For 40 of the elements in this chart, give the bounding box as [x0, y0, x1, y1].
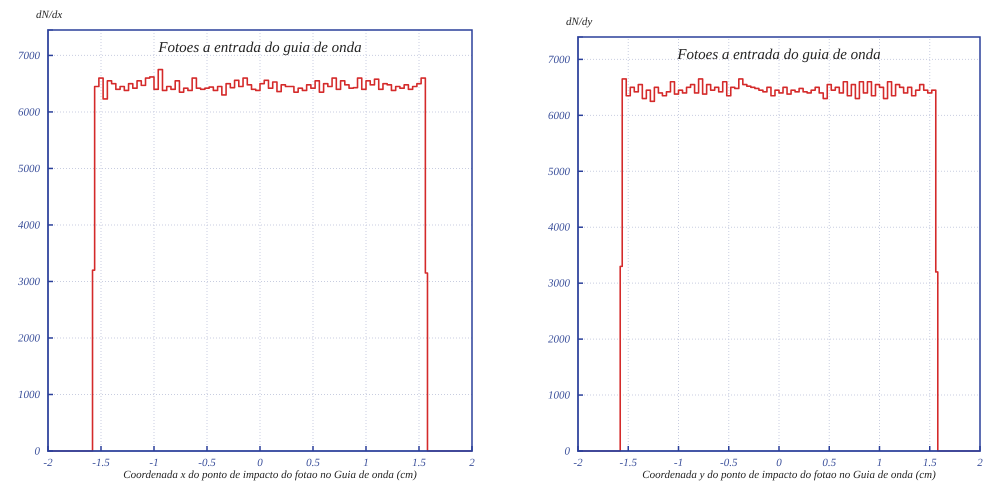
- y-tick-label: 4000: [548, 222, 570, 234]
- y-tick-label: 1000: [18, 389, 40, 402]
- y-tick-label: 7000: [18, 50, 40, 62]
- x-tick-label: -1: [674, 456, 684, 469]
- y-tick-label: 0: [564, 446, 570, 458]
- x-axis-title: Coordenada y do ponto de impacto do fotao no Guia de onda (cm): [642, 469, 936, 481]
- x-tick-label: 0: [776, 456, 782, 469]
- y-tick-label: 3000: [17, 276, 40, 288]
- text: Fotoes a entrada do guia de onda: [676, 47, 881, 63]
- x-tick-label: -1.5: [92, 456, 110, 469]
- x-tick-label: 1.5: [412, 456, 426, 469]
- x-tick-label: -2: [573, 456, 584, 469]
- y-tick-label: 4000: [18, 219, 40, 232]
- x-tick-label: 1: [363, 456, 369, 469]
- y-tick-label: 6000: [18, 106, 40, 118]
- x-tick-label: 2: [977, 456, 984, 469]
- y-axis-title: dN/dx: [36, 9, 62, 21]
- y-tick-label: 1000: [548, 390, 570, 402]
- x-axis-title: Coordenada x do ponto de impacto do fotao no Guia de onda (cm): [123, 469, 418, 481]
- y-tick-label: 6000: [548, 110, 570, 122]
- x-tick-label: -0.5: [720, 456, 738, 469]
- x-tick-label: -0.5: [198, 456, 216, 469]
- x-tick-label: 2: [469, 456, 476, 469]
- text: Fotoes a entrada do guia de onda: [157, 40, 362, 56]
- x-tick-label: -1: [149, 456, 159, 469]
- y-tick-label: 5000: [548, 166, 570, 178]
- x-tick-label: 0.5: [822, 456, 837, 469]
- x-tick-label: 0.5: [306, 456, 320, 469]
- x-tick-label: -2: [43, 456, 54, 469]
- x-tick-label: 1.5: [922, 456, 938, 469]
- x-tick-label: 0: [257, 456, 264, 469]
- y-axis-title: dN/dy: [566, 16, 592, 28]
- x-tick-label: -1.5: [620, 456, 638, 469]
- y-tick-label: 0: [34, 446, 40, 458]
- y-tick-label: 2000: [548, 334, 570, 346]
- x-tick-label: 1: [876, 456, 882, 469]
- y-tick-label: 2000: [18, 332, 40, 344]
- y-tick-label: 7000: [548, 54, 570, 66]
- y-tick-label: 3000: [547, 278, 570, 290]
- y-tick-label: 5000: [18, 162, 40, 175]
